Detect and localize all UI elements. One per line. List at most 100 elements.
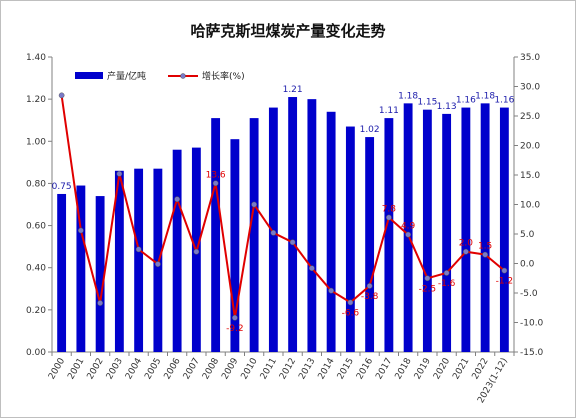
x-tick-label: 2001 [66,357,86,382]
bar-value-label: 1.18 [475,91,495,101]
rate-point [251,201,257,208]
right-tick-label: 30.0 [520,83,540,93]
rate-point [463,248,469,255]
x-tick-label: 2007 [182,357,202,382]
x-tick-label: 2017 [374,357,394,382]
bar-value-label: 1.11 [379,106,399,116]
x-tick-label: 2014 [317,356,337,381]
right-tick-label: 5.0 [520,230,535,240]
rate-point [97,300,103,306]
rate-point [443,270,450,276]
rate-point [347,299,354,306]
bar [326,111,336,353]
rate-value-label: -6.6 [342,308,360,318]
bar-value-label: 1.21 [283,85,303,95]
bar [249,118,259,352]
right-tick-label: -10.0 [520,319,544,329]
bar [114,170,124,352]
rate-value-label: 7.8 [382,204,397,214]
bar-value-label: 1.15 [417,98,437,108]
x-tick-label: 2005 [143,357,163,382]
x-tick-label: 2021 [451,357,471,382]
rate-point [232,314,238,321]
legend-line-label: 增长率(%) [202,70,245,82]
rate-point [366,283,373,289]
bar [442,113,452,353]
rate-line [60,95,506,318]
bar [480,103,490,352]
right-tick-label: 10.0 [520,201,540,211]
rate-value-label: -1.6 [438,279,456,289]
rate-point [155,261,161,267]
rate-value-label: 2.0 [459,239,474,249]
left-tick-label: 0.60 [26,222,46,232]
x-tick-label: 2004 [124,356,144,381]
rate-point [212,180,219,187]
rate-point [289,239,296,246]
x-tick-label: 2018 [394,356,414,381]
left-tick-label: 0.80 [26,179,46,189]
left-tick-label: 0.40 [26,264,46,274]
bar [172,149,182,352]
rate-value-label: -3.8 [361,292,379,302]
rate-point [501,267,508,274]
x-tick-label: 2020 [432,356,452,381]
bar [134,168,144,352]
bar-value-label: 1.18 [398,91,418,101]
rate-value-label: 1.5 [478,242,492,252]
left-tick-label: 1.00 [26,137,46,147]
rate-point [386,214,392,221]
bar [95,196,105,352]
left-tick-label: 0.20 [26,306,46,316]
x-tick-label: 2011 [259,357,279,382]
bar-value-label: 1.16 [494,96,514,106]
rate-value-label: 4.9 [401,222,416,232]
x-tick-label: 2016 [355,356,375,381]
bar [211,118,221,352]
rate-point [482,251,488,258]
x-tick-label: 2012 [278,357,298,382]
x-tick-label: 2015 [336,357,356,382]
bar [153,168,163,352]
rate-point [405,231,411,238]
bar [76,185,86,352]
rate-point [424,275,431,282]
bar [307,99,317,353]
rate-point [309,265,315,272]
rate-value-label: -9.2 [226,324,244,334]
x-tick-label: 2000 [47,356,67,381]
bar [57,193,67,352]
rate-point [270,229,277,236]
right-tick-label: 25.0 [520,112,540,122]
data-labels: 0.751.211.021.111.181.15 1.131.16 1.18 1.16… [52,85,515,334]
bar [268,107,278,352]
x-tick-label: 2008 [201,356,221,381]
bar [230,139,240,352]
bar [288,97,298,353]
bar-value-label: 1.02 [360,125,380,135]
right-tick-label: -5.0 [520,289,538,299]
x-tick-label: 2010 [240,356,260,381]
rate-point [78,227,84,234]
right-tick-label: 35.0 [520,53,540,63]
legend: 产量/亿吨 增长率(%) [75,70,245,82]
line-series [58,92,508,321]
left-tick-label: 0.00 [26,348,46,358]
x-tick-label: 2003 [105,357,125,382]
bar [403,103,413,352]
right-tick-label: 15.0 [520,171,540,181]
right-tick-label: 0.0 [520,260,535,270]
left-tick-label: 1.40 [26,53,46,63]
bar-value-label: 1.13 [437,102,457,112]
rate-value-label: 13.6 [206,170,226,180]
rate-point [58,92,65,99]
legend-line-marker [180,73,186,79]
legend-bar-swatch [75,72,103,79]
rate-point [135,246,142,253]
rate-point [116,170,123,177]
bar [365,137,375,352]
legend-bar-label: 产量/亿吨 [107,70,146,82]
bar-value-label: 1.16 [456,96,476,106]
x-tick-label: 2013 [297,357,317,382]
